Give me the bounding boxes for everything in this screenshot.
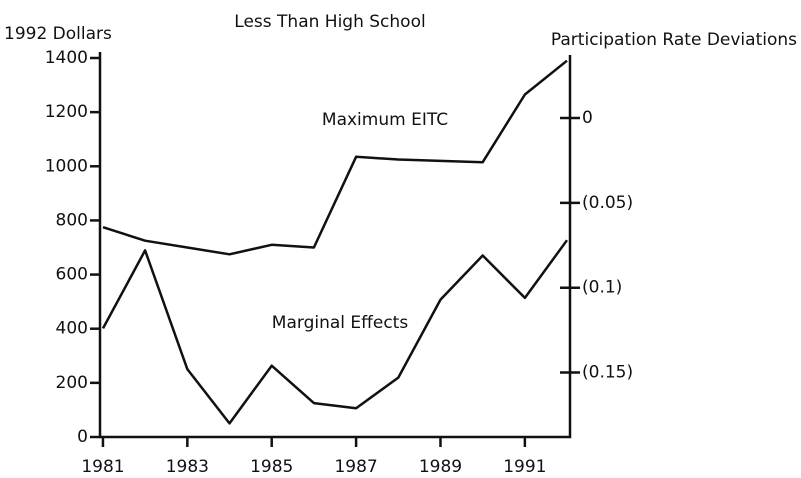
y2-tick-label: (0.05) (582, 193, 633, 213)
y-tick-label: 800 (56, 210, 88, 230)
y-tick-label: 400 (56, 319, 88, 339)
y2-tick-label: (0.15) (582, 363, 633, 383)
y-tick-label: 200 (56, 373, 88, 393)
series-line (102, 59, 568, 256)
y-tick-label: 0 (77, 427, 88, 447)
x-tick-label: 1985 (250, 457, 293, 477)
y-axis-label: 1992 Dollars (4, 24, 112, 44)
y-tick-label: 1200 (45, 102, 88, 122)
y-tick-label: 1000 (45, 156, 88, 176)
x-tick-label: 1991 (503, 457, 546, 477)
x-tick-label: 1989 (419, 457, 462, 477)
series-label: Marginal Effects (272, 313, 409, 333)
chart-title: Less Than High School (234, 12, 425, 32)
series-line (101, 239, 569, 425)
axes (98, 52, 572, 439)
y2-tick-label: 0 (582, 108, 593, 128)
y2-axis-label: Participation Rate Deviations (551, 30, 797, 50)
y-tick-label: 600 (56, 265, 88, 285)
series-label: Maximum EITC (322, 110, 448, 130)
x-tick-label: 1981 (81, 457, 124, 477)
x-tick-label: 1983 (166, 457, 209, 477)
x-tick-label: 1987 (334, 457, 377, 477)
y-tick-label: 1400 (45, 48, 88, 68)
y2-tick-label: (0.1) (582, 278, 622, 298)
